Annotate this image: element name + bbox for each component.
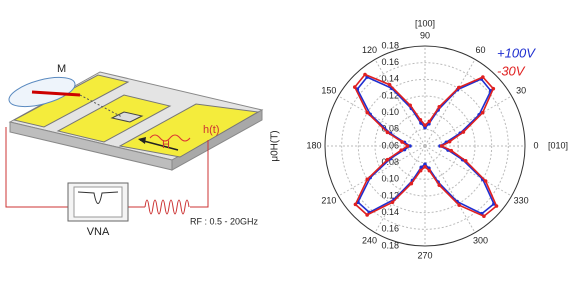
data-point [390,200,395,205]
annotation: [100] [415,18,435,28]
data-point [353,202,358,207]
r-tick-label: 0.18 [381,240,399,250]
legend-entry: -30V [497,63,526,78]
spoke [374,59,426,147]
spoke [424,145,476,233]
angle-label: 90 [420,30,430,40]
arrowhead [138,137,146,144]
spoke [374,145,426,233]
data-point [352,85,357,89]
data-point [418,117,423,122]
data-point [437,183,442,187]
data-point [491,86,496,91]
r-tick-label: 0.06 [381,140,399,150]
r-tick-label: 0.10 [381,107,399,117]
r-tick-label: 0.16 [381,57,399,67]
vna-trace [77,191,119,204]
r-tick-label: 0.16 [381,224,399,234]
r-tick-label: 0.08 [381,157,399,167]
angle-label: 330 [514,195,529,205]
spoke [424,59,476,147]
data-point [423,125,427,130]
data-point [418,168,423,173]
data-point [494,204,499,208]
grid-circle [357,78,493,214]
data-point [387,82,392,87]
field-arrow [139,139,179,151]
data-point [408,144,412,148]
data-point [385,157,390,162]
data-point [483,179,488,183]
magnetization-arrow [31,90,81,97]
data-point [365,177,370,182]
angle-label: 180 [306,140,321,150]
data-point [457,203,461,207]
angle-label: 60 [475,45,485,55]
data-point [400,140,404,144]
spoke [338,95,426,147]
label-rf: RF : 0.5 - 20GHz [190,216,259,226]
grid-circle [324,45,526,247]
data-point [405,144,410,148]
sample [110,111,144,123]
rf-signal [144,199,190,215]
r-tick-label: 0.18 [381,40,399,50]
angle-label: 150 [321,85,336,95]
data-point [481,75,485,79]
angle-label: 300 [473,236,488,246]
wire [190,140,209,208]
y-axis-label: μ0H(T) [270,130,281,161]
data-point [482,214,486,219]
schematic: M h(t) H VNA RF : 0.5 - 20GHz [5,63,264,238]
data-point [363,72,367,77]
data-point [419,165,424,170]
angle-label: 210 [321,195,336,205]
data-point [480,110,485,115]
spoke [338,145,426,197]
data-point [423,162,427,167]
data-point [427,168,432,173]
data-point [449,148,454,153]
annotation: [010] [548,140,568,150]
data-point [385,130,390,135]
data-point [439,144,444,148]
label-h: H [162,139,170,151]
wire [5,127,68,208]
label-h-t: h(t) [203,124,220,136]
data-point [365,213,369,217]
label-m: M [57,63,66,75]
data-point [427,119,432,124]
angle-label: 30 [516,85,526,95]
data-point [399,148,404,152]
r-tick-label: 0.14 [381,207,399,217]
angle-label: 240 [362,236,377,246]
rf-field [149,134,191,142]
angle-label: 0 [533,140,538,150]
data-point [408,103,412,108]
angle-label: 120 [362,45,377,55]
spoke [424,145,512,197]
legend-entry: +100V [497,45,536,60]
data-point [365,110,370,115]
r-tick-label: 0.10 [381,174,399,184]
angle-label: 270 [417,250,432,260]
data-point [456,85,461,90]
r-tick-label: 0.08 [381,124,399,134]
data-point [423,123,427,127]
data-point [437,105,442,109]
spoke [424,95,512,147]
data-point [423,165,427,169]
data-point [409,181,414,186]
data-point [447,139,452,144]
data-point [463,159,468,163]
grid-circle [341,62,509,230]
label-vna: VNA [87,226,110,238]
r-tick-label: 0.14 [381,74,399,84]
r-tick-label: 0.12 [381,90,399,100]
vna-screen [73,186,123,218]
data-point [461,130,466,134]
r-tick-label: 0.12 [381,190,399,200]
